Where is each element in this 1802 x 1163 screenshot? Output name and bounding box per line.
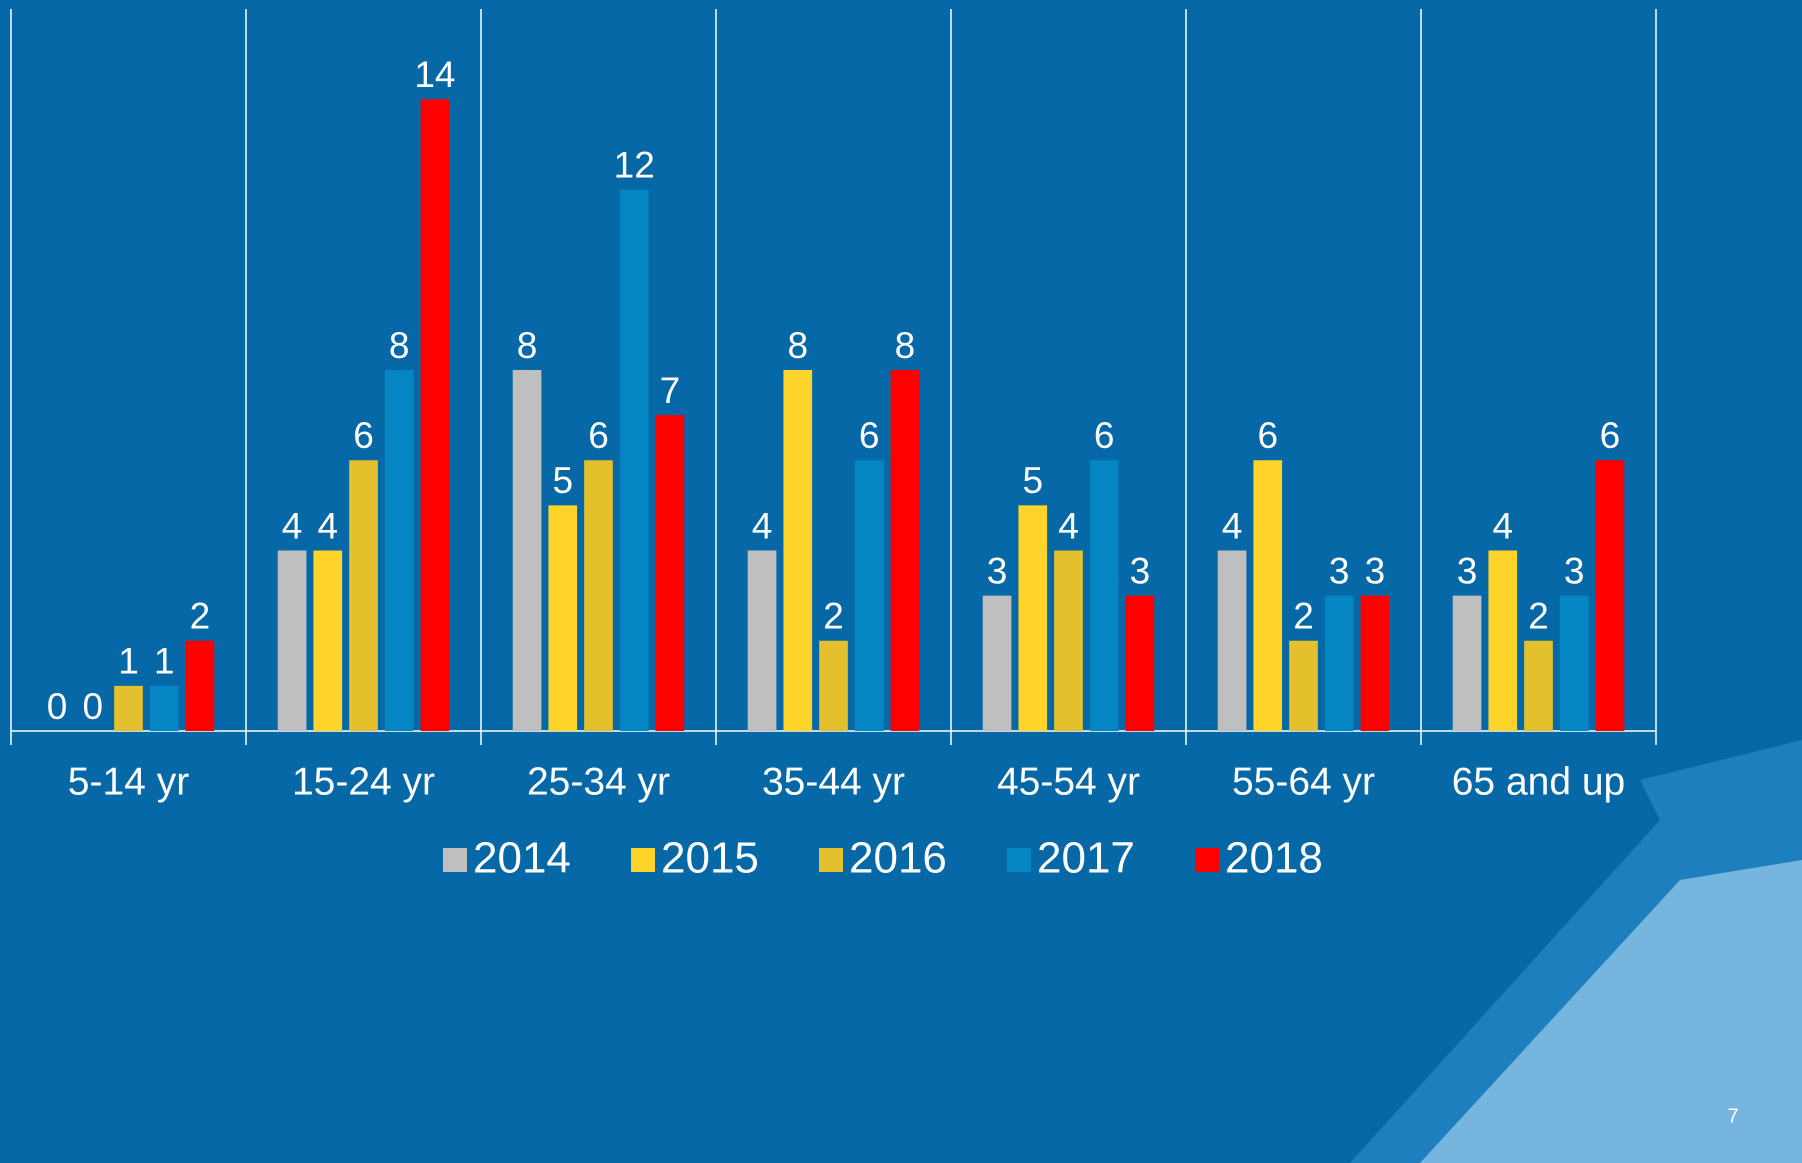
legend-swatch — [631, 848, 655, 872]
data-label: 3 — [1130, 550, 1151, 591]
bar — [748, 551, 777, 732]
bar — [584, 460, 613, 731]
bar — [656, 415, 685, 731]
data-label: 4 — [1222, 505, 1243, 546]
bar — [421, 99, 450, 731]
data-label: 5 — [1022, 460, 1043, 501]
data-label: 8 — [517, 325, 538, 366]
page-number: 7 — [1727, 1105, 1738, 1127]
x-tick-label: 25-34 yr — [527, 760, 670, 803]
legend-swatch — [443, 848, 467, 872]
legend-swatch — [819, 848, 843, 872]
legend-label: 2018 — [1225, 834, 1323, 883]
legend-swatch — [1195, 848, 1219, 872]
bar — [983, 596, 1012, 731]
x-tick-label: 65 and up — [1452, 760, 1626, 803]
bar — [385, 370, 414, 731]
bar — [1453, 596, 1482, 731]
chart: 7 5-14 yr0011215-24 yr44681425-34 yr8561… — [0, 0, 1802, 1163]
bar — [1253, 460, 1282, 731]
data-label: 7 — [660, 370, 681, 411]
bar — [278, 551, 307, 732]
bar — [1289, 641, 1318, 731]
x-tick-label: 5-14 yr — [68, 760, 189, 803]
x-tick-label: 35-44 yr — [762, 760, 905, 803]
data-label: 6 — [1257, 415, 1278, 456]
data-label: 3 — [1564, 550, 1585, 591]
bar — [891, 370, 920, 731]
legend-label: 2017 — [1037, 834, 1135, 883]
bar — [513, 370, 542, 731]
data-label: 0 — [47, 686, 68, 727]
bar — [1218, 551, 1247, 732]
data-label: 6 — [588, 415, 609, 456]
bar — [620, 190, 649, 732]
bar — [114, 686, 143, 731]
bar — [1325, 596, 1354, 731]
bar — [150, 686, 179, 731]
data-label: 4 — [752, 505, 773, 546]
data-label: 1 — [154, 641, 175, 682]
legend-swatch — [1007, 848, 1031, 872]
bar — [313, 551, 342, 732]
data-label: 8 — [389, 325, 410, 366]
data-label: 3 — [987, 550, 1008, 591]
bar — [783, 370, 812, 731]
data-label: 0 — [82, 686, 103, 727]
bar — [819, 641, 848, 731]
bar — [1126, 596, 1155, 731]
legend-label: 2016 — [849, 834, 947, 883]
data-label: 8 — [895, 325, 916, 366]
data-label: 6 — [859, 415, 880, 456]
bar — [1560, 596, 1589, 731]
data-label: 3 — [1457, 550, 1478, 591]
data-label: 4 — [1492, 505, 1513, 546]
data-label: 12 — [614, 144, 655, 185]
data-label: 6 — [1094, 415, 1115, 456]
x-tick-label: 15-24 yr — [292, 760, 435, 803]
bar — [186, 641, 215, 731]
bar — [349, 460, 378, 731]
bar — [1596, 460, 1625, 731]
data-label: 2 — [823, 596, 844, 637]
data-label: 3 — [1365, 550, 1386, 591]
x-tick-label: 55-64 yr — [1232, 760, 1375, 803]
bar — [855, 460, 884, 731]
data-label: 2 — [1293, 596, 1314, 637]
data-label: 5 — [552, 460, 573, 501]
x-tick-label: 45-54 yr — [997, 760, 1140, 803]
data-label: 3 — [1329, 550, 1350, 591]
data-label: 4 — [1058, 505, 1079, 546]
legend-label: 2014 — [473, 834, 571, 883]
bar — [1524, 641, 1553, 731]
data-label: 14 — [414, 54, 455, 95]
data-label: 2 — [1528, 596, 1549, 637]
legend-label: 2015 — [661, 834, 759, 883]
bar — [1361, 596, 1390, 731]
bar — [1054, 551, 1083, 732]
bar — [548, 505, 577, 731]
bar — [1090, 460, 1119, 731]
data-label: 4 — [282, 505, 303, 546]
data-label: 8 — [787, 325, 808, 366]
data-label: 6 — [353, 415, 374, 456]
bar — [1488, 551, 1517, 732]
data-label: 6 — [1600, 415, 1621, 456]
data-label: 1 — [118, 641, 139, 682]
data-label: 4 — [317, 505, 338, 546]
data-label: 2 — [190, 596, 211, 637]
bar — [1018, 505, 1047, 731]
